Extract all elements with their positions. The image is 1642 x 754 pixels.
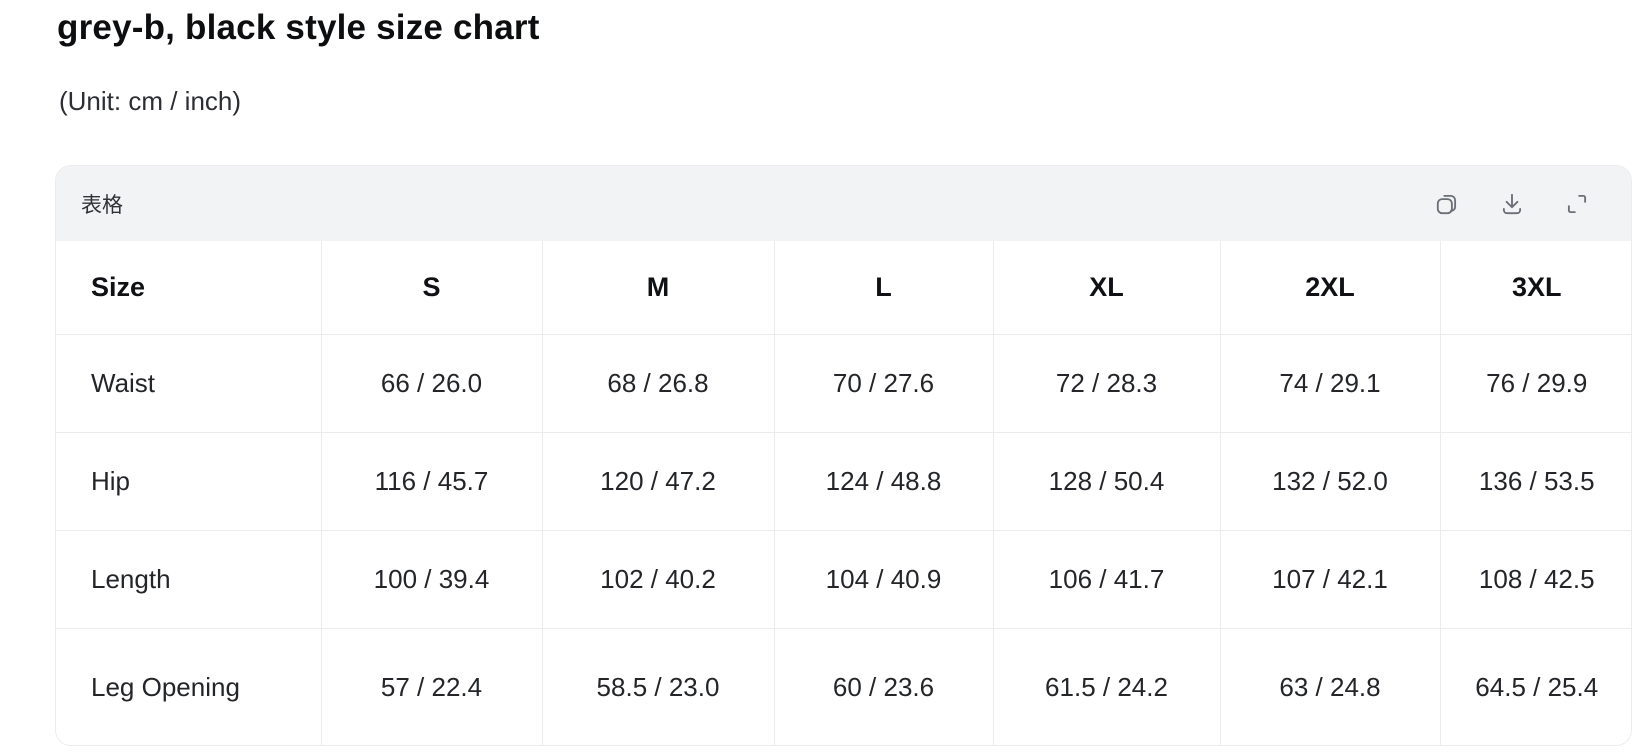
- table-cell: 104 / 40.9: [773, 529, 993, 628]
- header-cell-s: S: [320, 241, 542, 334]
- table-cell: 72 / 28.3: [992, 333, 1220, 432]
- header-cell-xl: XL: [992, 241, 1220, 334]
- row-label-cell: Waist: [56, 333, 321, 432]
- table-body: Waist 66 / 26.0 68 / 26.8 70 / 27.6 72 / 28.…: [56, 333, 1631, 745]
- header-cell-size: Size: [56, 241, 321, 334]
- table-row: Hip 116 / 45.7 120 / 47.2 124 / 48.8 128 / 5…: [56, 431, 1631, 530]
- table-row: Waist 66 / 26.0 68 / 26.8 70 / 27.6 72 / 28.…: [56, 333, 1631, 432]
- header-cell-m: M: [541, 241, 774, 334]
- size-chart-table: Size S M L XL 2XL 3XL Waist 66 / 26.0 68 / 26.8 7…: [56, 241, 1631, 745]
- table-cell: 66 / 26.0: [320, 333, 542, 432]
- row-label-cell: Leg Opening: [56, 627, 321, 745]
- copy-icon: [1434, 191, 1460, 217]
- header-cell-2xl: 2XL: [1219, 241, 1440, 334]
- unit-note: (Unit: cm / inch): [59, 86, 242, 116]
- table-cell: 58.5 / 23.0: [541, 627, 774, 745]
- table-cell: 100 / 39.4: [320, 529, 542, 628]
- table-cell: 106 / 41.7: [992, 529, 1220, 628]
- table-cell: 108 / 42.5: [1439, 529, 1631, 628]
- download-button[interactable]: [1498, 190, 1526, 218]
- row-label-cell: Length: [56, 529, 321, 628]
- table-cell: 68 / 26.8: [541, 333, 774, 432]
- toolbar-actions: [1433, 190, 1591, 218]
- header-cell-l: L: [773, 241, 993, 334]
- table-cell: 128 / 50.4: [992, 431, 1220, 530]
- table-cell: 107 / 42.1: [1219, 529, 1440, 628]
- table-cell: 57 / 22.4: [320, 627, 542, 745]
- download-icon: [1499, 191, 1525, 217]
- page-title: grey-b, black style size chart: [57, 8, 540, 47]
- table-cell: 76 / 29.9: [1439, 333, 1631, 432]
- header-cell-3xl: 3XL: [1439, 241, 1631, 334]
- table-cell: 136 / 53.5: [1439, 431, 1631, 530]
- table-cell: 116 / 45.7: [320, 431, 542, 530]
- table-cell: 61.5 / 24.2: [992, 627, 1220, 745]
- row-label-cell: Hip: [56, 431, 321, 530]
- table-cell: 60 / 23.6: [773, 627, 993, 745]
- toolbar-title: 表格: [81, 193, 123, 217]
- copy-button[interactable]: [1433, 190, 1461, 218]
- expand-icon: [1564, 191, 1590, 217]
- expand-button[interactable]: [1563, 190, 1591, 218]
- table-cell: 120 / 47.2: [541, 431, 774, 530]
- table-cell: 124 / 48.8: [773, 431, 993, 530]
- table-row: Leg Opening 57 / 22.4 58.5 / 23.0 60 / 23.6…: [56, 627, 1631, 745]
- table-header-row: Size S M L XL 2XL 3XL: [56, 241, 1631, 334]
- table-row: Length 100 / 39.4 102 / 40.2 104 / 40.9 106 …: [56, 529, 1631, 628]
- table-toolbar: 表格: [56, 166, 1631, 241]
- table-cell: 63 / 24.8: [1219, 627, 1440, 745]
- table-cell: 64.5 / 25.4: [1439, 627, 1631, 745]
- table-cell: 102 / 40.2: [541, 529, 774, 628]
- table-cell: 132 / 52.0: [1219, 431, 1440, 530]
- table-card: 表格: [55, 165, 1632, 746]
- table-cell: 74 / 29.1: [1219, 333, 1440, 432]
- table-cell: 70 / 27.6: [773, 333, 993, 432]
